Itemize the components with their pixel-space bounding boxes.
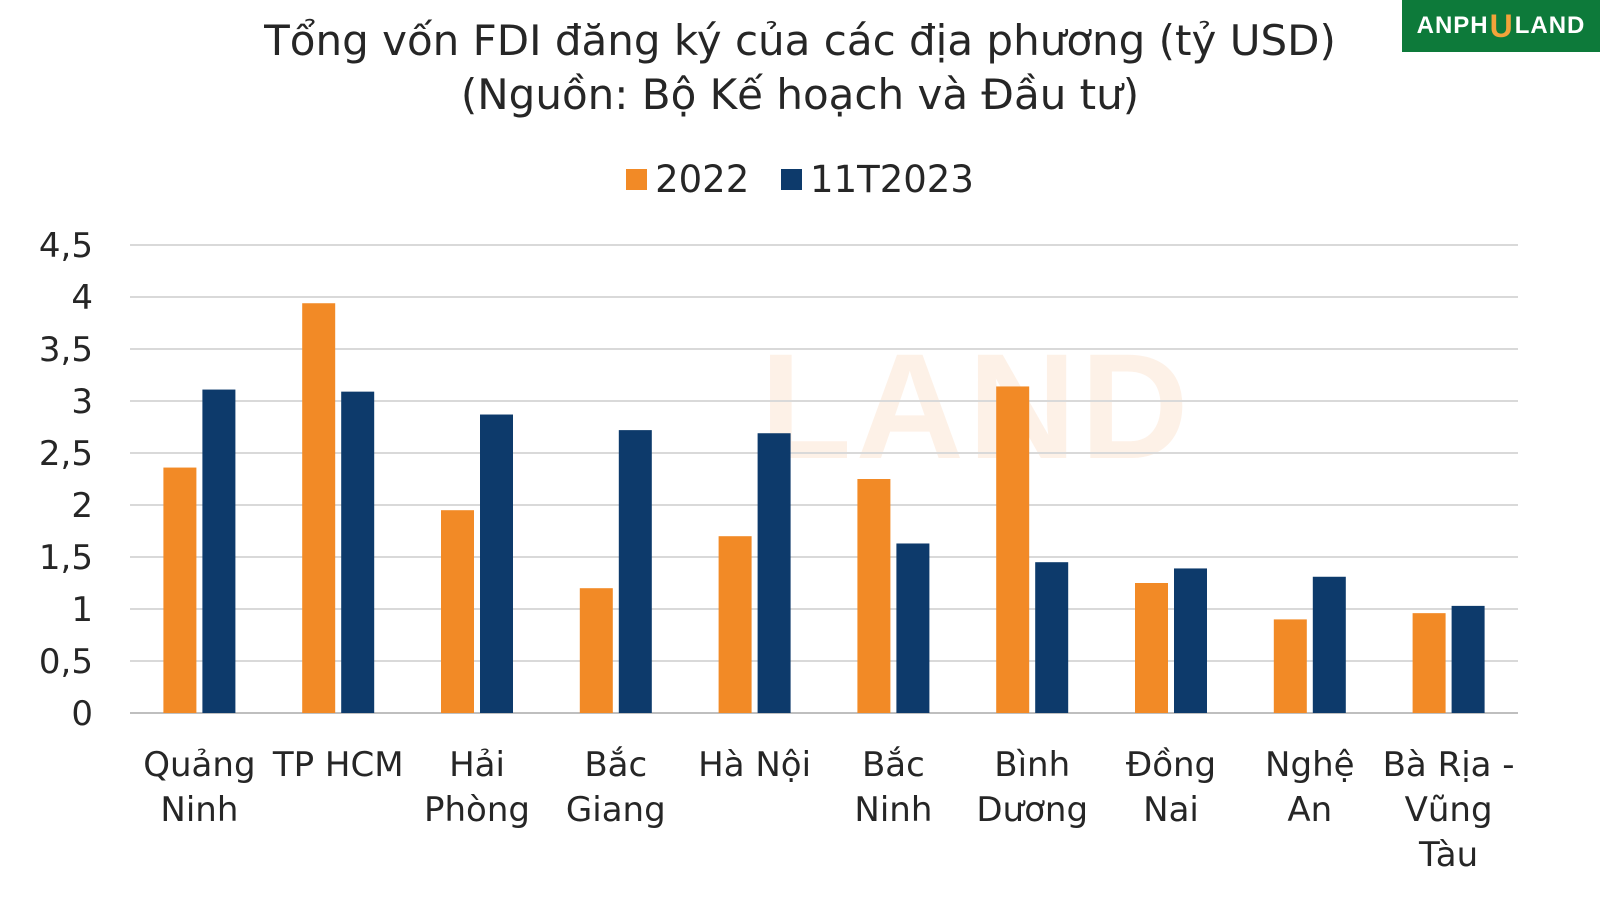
x-tick-label: Bắc Ninh <box>854 745 932 830</box>
x-tick-label-line: Giang <box>566 790 666 830</box>
anphuland-logo: ANPH U LAND <box>1402 0 1600 52</box>
y-tick-label: 4,5 <box>39 226 93 266</box>
x-tick-label-line: Đồng <box>1126 745 1216 785</box>
bar-2022-5 <box>857 479 891 713</box>
bar-11t2023-7 <box>1174 568 1207 713</box>
bar-11t2023-4 <box>757 433 791 713</box>
legend-swatch-2022 <box>626 169 648 190</box>
chart-title: Tổng vốn FDI đăng ký của các địa phương … <box>264 16 1336 65</box>
bar-11t2023-1 <box>341 391 375 713</box>
chart-title-block: Tổng vốn FDI đăng ký của các địa phương … <box>0 14 1600 122</box>
y-tick-label: 3,5 <box>39 330 93 370</box>
y-tick-label: 2,5 <box>39 434 93 474</box>
bar-2022-3 <box>579 588 613 713</box>
x-tick-label-line: Vũng <box>1405 790 1493 830</box>
x-tick-label-line: TP HCM <box>272 745 404 785</box>
x-tick-label-line: Dương <box>976 790 1088 830</box>
y-tick-label: 4 <box>71 278 93 318</box>
bar-11t2023-5 <box>896 543 930 713</box>
legend-item-11t2023: 11T2023 <box>781 158 974 201</box>
x-tick-label: Quảng Ninh <box>143 745 255 830</box>
bar-2022-0 <box>163 467 197 713</box>
legend-label-2022: 2022 <box>655 158 750 201</box>
y-tick-label: 1,5 <box>39 538 93 578</box>
legend-swatch-11t2023 <box>781 169 803 190</box>
chart-legend: 2022 11T2023 <box>0 156 1600 201</box>
x-tick-label: TP HCM <box>272 745 404 785</box>
x-tick-label: Hải Phòng <box>424 745 530 830</box>
bar-11t2023-0 <box>202 389 236 713</box>
bar-11t2023-6 <box>1035 562 1069 713</box>
bar-2022-4 <box>718 536 752 713</box>
x-tick-label-line: An <box>1287 790 1332 830</box>
x-tick-label-line: Ninh <box>160 790 238 830</box>
x-tick-label: Hà Nội <box>698 745 811 785</box>
y-tick-label: 3 <box>71 382 93 422</box>
chart-subtitle: (Nguồn: Bộ Kế hoạch và Đầu tư) <box>460 70 1140 119</box>
bar-11t2023-3 <box>618 430 652 713</box>
bar-2022-2 <box>441 510 474 713</box>
x-tick-label: Nghệ An <box>1265 745 1354 830</box>
x-tick-label-line: Bắc <box>584 745 647 785</box>
bar-2022-6 <box>996 386 1030 713</box>
x-tick-label-line: Bắc <box>862 745 925 785</box>
y-tick-label: 0,5 <box>39 642 93 682</box>
bar-11t2023-9 <box>1451 605 1485 713</box>
x-tick-label-line: Nghệ <box>1265 745 1354 785</box>
x-tick-label: Đồng Nai <box>1126 745 1216 830</box>
bar-11t2023-8 <box>1312 576 1346 713</box>
y-tick-label: 2 <box>71 486 93 526</box>
bar-2022-1 <box>302 303 336 713</box>
legend-item-2022: 2022 <box>626 158 749 201</box>
y-tick-label: 0 <box>71 694 93 734</box>
x-tick-label: Bắc Giang <box>566 745 666 830</box>
x-tick-label-line: Nai <box>1143 790 1199 830</box>
x-tick-label-line: Hải <box>449 745 505 785</box>
x-tick-label-line: Tàu <box>1418 835 1478 875</box>
bar-2022-7 <box>1135 583 1168 713</box>
x-tick-label-line: Phòng <box>424 790 530 830</box>
x-tick-label-line: Quảng <box>143 745 255 785</box>
x-tick-label: Bình Dương <box>976 745 1088 830</box>
bar-2022-8 <box>1273 619 1307 713</box>
x-tick-label: Bà Rịa - Vũng Tàu <box>1383 745 1515 875</box>
x-tick-label-line: Bà Rịa - <box>1383 745 1515 785</box>
bar-2022-9 <box>1412 613 1446 713</box>
x-tick-label-line: Hà Nội <box>698 745 811 785</box>
bar-11t2023-2 <box>480 414 513 713</box>
y-tick-label: 1 <box>71 590 93 630</box>
legend-label-11t2023: 11T2023 <box>810 158 974 201</box>
x-tick-label-line: Bình <box>994 745 1070 785</box>
x-tick-label-line: Ninh <box>854 790 932 830</box>
